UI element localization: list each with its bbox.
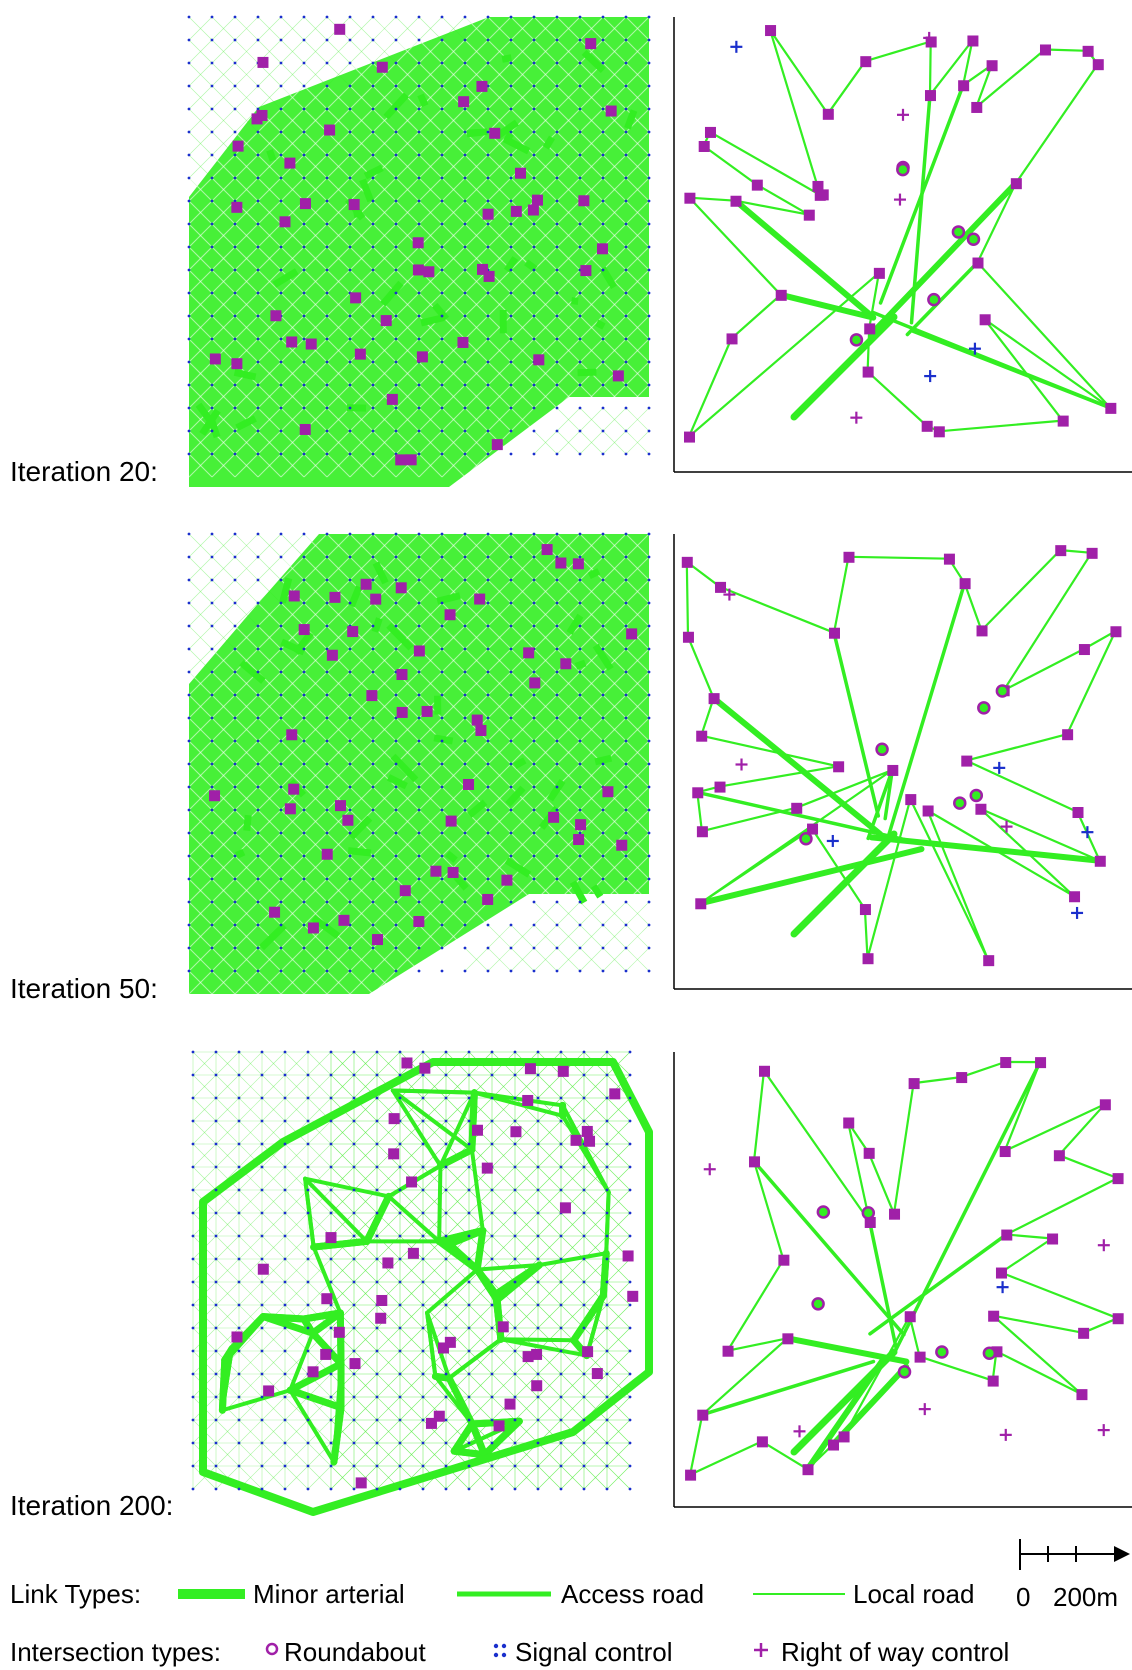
legend-access-road: Access road	[561, 1579, 704, 1609]
right-of-way-icon	[754, 1643, 768, 1657]
legend-right-of-way: Right of way control	[781, 1637, 1009, 1667]
scale-value: 200m	[1053, 1582, 1118, 1612]
signal-control-icon	[493, 1643, 507, 1658]
legend-roundabout: Roundabout	[284, 1637, 426, 1667]
iteration-label-50: Iteration 50:	[10, 973, 158, 1004]
legend-signal-control: Signal control	[515, 1637, 673, 1667]
network-panel-1	[673, 534, 1132, 990]
roundabout-icon	[265, 1642, 279, 1656]
grid-panel-0	[187, 15, 651, 487]
grid-panel-2	[191, 1050, 653, 1516]
legend-intersection-types-label: Intersection types:	[10, 1637, 221, 1667]
legend-link-types-label: Link Types:	[10, 1579, 141, 1609]
network-panel-2	[673, 1052, 1132, 1508]
legend-local-road: Local road	[853, 1579, 974, 1609]
legend-minor-arterial: Minor arterial	[253, 1579, 405, 1609]
iteration-label-200: Iteration 200:	[10, 1490, 173, 1521]
scale-bar	[1019, 1539, 1130, 1570]
scale-zero: 0	[1016, 1582, 1030, 1612]
network-panel-0	[673, 17, 1132, 473]
grid-panel-1	[187, 532, 651, 995]
panels	[187, 15, 1132, 1516]
iteration-label-20: Iteration 20:	[10, 456, 158, 487]
